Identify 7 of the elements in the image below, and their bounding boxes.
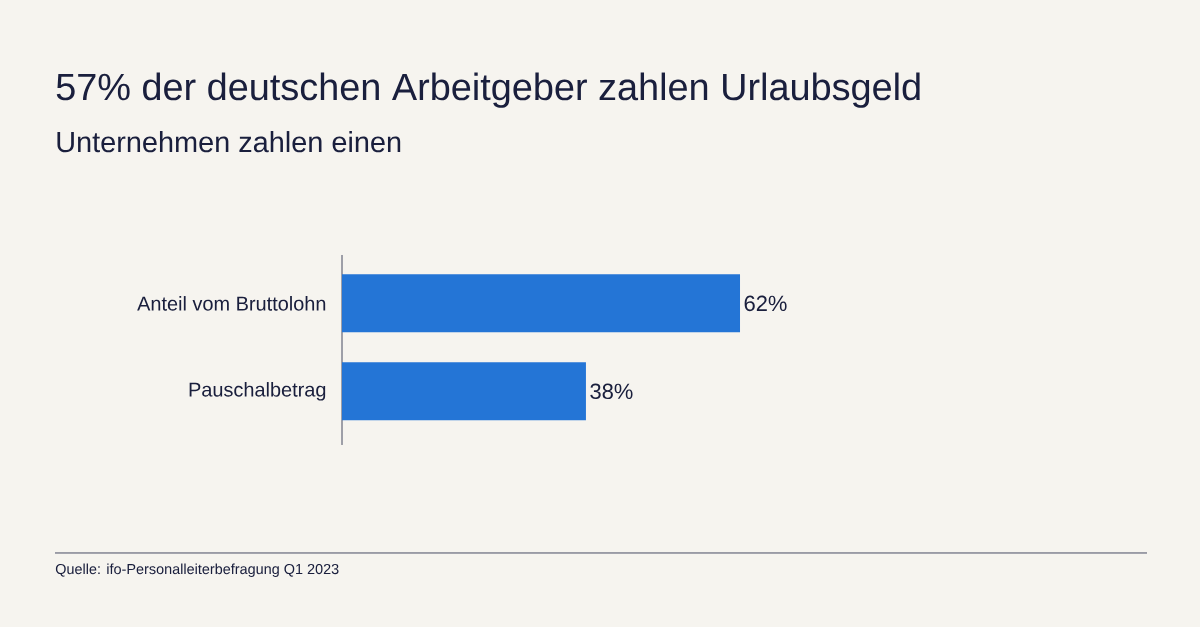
chart-title: 57% der deutschen Arbeitgeber zahlen Urlaubsgeld [56,72,920,108]
y-tick-label: Anteil vom Bruttolohn [137,296,326,311]
y-tick-label: Pauschalbetrag [189,382,326,401]
source-note: Quelle: ifo-Personalleiterbefragung Q1 2023 [55,563,339,577]
data-label: 38% [590,383,633,400]
data-label: 62% [744,295,787,312]
chart-subtitle: Unternehmen zahlen einen [57,131,401,153]
